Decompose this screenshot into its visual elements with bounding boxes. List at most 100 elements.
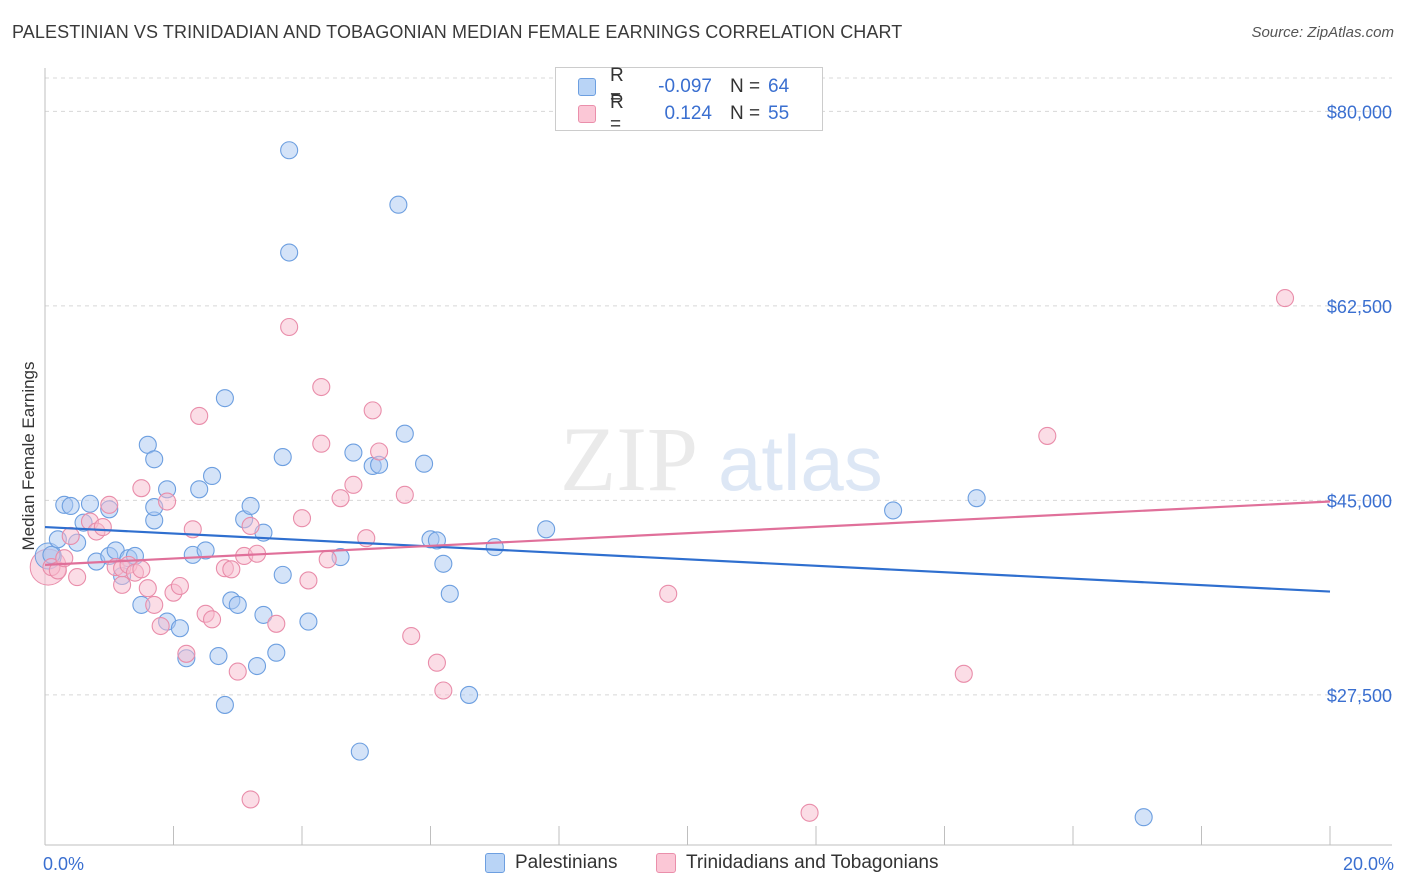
data-point xyxy=(273,448,292,467)
data-point xyxy=(395,485,414,504)
stats-legend: R = -0.097 N = 64 R = 0.124 N = 55 xyxy=(555,65,823,135)
data-points xyxy=(29,141,1295,827)
data-point xyxy=(93,518,112,537)
data-point xyxy=(402,626,421,646)
legend-item-palestinians: Palestinians xyxy=(485,852,617,874)
trend-line xyxy=(44,525,1331,593)
legend-n-label: N = xyxy=(730,103,761,124)
legend-r-label: R = xyxy=(610,65,624,108)
data-point xyxy=(1038,426,1057,445)
data-point xyxy=(203,466,222,486)
legend-n-value: 55 xyxy=(768,103,790,124)
data-point xyxy=(190,406,209,425)
tick-labels: $27,500 $45,000 $62,500 $80,000 0.0% 20.0% xyxy=(43,102,1394,874)
legend-row-trinidadians: R = 0.124 N = 55 xyxy=(578,92,790,135)
data-point xyxy=(196,541,215,560)
data-point xyxy=(331,489,350,508)
data-point xyxy=(241,496,260,516)
data-point xyxy=(344,475,363,494)
data-point xyxy=(967,489,986,508)
data-point xyxy=(100,495,119,514)
data-point xyxy=(537,520,556,539)
trend-line xyxy=(44,500,1331,566)
data-point xyxy=(222,560,241,579)
y-tick-label: $80,000 xyxy=(1327,102,1392,122)
data-point xyxy=(203,610,222,629)
data-point xyxy=(434,554,453,573)
y-tick-label: $27,500 xyxy=(1327,686,1392,706)
legend-r-value: -0.097 xyxy=(658,76,712,97)
data-point xyxy=(267,643,286,662)
data-point xyxy=(145,450,164,469)
y-tick-label: $45,000 xyxy=(1327,491,1392,511)
data-point xyxy=(370,442,389,461)
data-point xyxy=(190,480,209,499)
legend-row-palestinians: R = -0.097 N = 64 xyxy=(578,65,790,108)
axes xyxy=(44,68,1392,846)
data-point xyxy=(1275,289,1295,308)
source-label: Source: ZipAtlas.com xyxy=(1251,24,1394,41)
data-point xyxy=(215,695,234,714)
y-axis-label: Median Female Earnings xyxy=(19,362,38,551)
data-point xyxy=(344,443,363,462)
legend-label-trinidadians: Trinidadians and Tobagonians xyxy=(686,852,939,873)
data-point xyxy=(427,653,446,672)
data-point xyxy=(254,605,273,624)
data-point xyxy=(228,662,247,681)
legend-n-label: N = xyxy=(730,76,761,97)
data-point xyxy=(389,195,408,214)
data-point xyxy=(55,549,74,568)
data-point xyxy=(158,492,177,511)
legend-label-palestinians: Palestinians xyxy=(515,852,618,873)
data-point xyxy=(80,494,100,513)
data-point xyxy=(280,141,299,160)
legend-swatch-pink xyxy=(578,105,596,123)
data-point xyxy=(241,790,260,809)
data-point xyxy=(132,479,151,498)
legend-swatch-blue xyxy=(578,78,596,96)
data-point xyxy=(299,571,318,590)
data-point xyxy=(312,434,331,453)
data-point xyxy=(151,616,170,636)
data-point xyxy=(280,243,299,262)
data-point xyxy=(138,579,157,598)
watermark-zip: ZIP xyxy=(560,408,698,510)
x-tick-label: 0.0% xyxy=(43,854,84,874)
data-point xyxy=(800,803,819,822)
data-point xyxy=(485,538,504,557)
data-point xyxy=(884,501,903,520)
data-point xyxy=(659,584,678,603)
data-point xyxy=(132,560,151,579)
data-point xyxy=(209,646,228,666)
data-point xyxy=(170,576,189,596)
legend-r-value: 0.124 xyxy=(664,103,712,124)
data-point xyxy=(299,612,318,631)
data-point xyxy=(434,681,453,700)
data-point xyxy=(68,568,87,587)
y-tick-label: $62,500 xyxy=(1327,297,1392,317)
data-point xyxy=(292,509,312,528)
data-point xyxy=(215,389,234,408)
data-point xyxy=(113,575,132,594)
data-point xyxy=(280,317,299,337)
chart-title: PALESTINIAN VS TRINIDADIAN AND TOBAGONIA… xyxy=(12,22,903,42)
data-point xyxy=(318,550,337,569)
series-legend: Palestinians Trinidadians and Tobagonian… xyxy=(0,852,1406,876)
legend-n-value: 64 xyxy=(768,76,790,97)
data-point xyxy=(61,526,80,546)
data-point xyxy=(312,377,331,397)
watermark-atlas: atlas xyxy=(718,419,883,507)
data-point xyxy=(363,401,382,420)
data-point xyxy=(145,595,164,614)
data-point xyxy=(267,614,286,633)
data-point xyxy=(415,454,434,473)
x-tick-label: 20.0% xyxy=(1343,854,1394,874)
legend-swatch-pink xyxy=(656,853,676,873)
data-point xyxy=(273,565,292,584)
data-point xyxy=(177,644,196,663)
legend-r-label: R = xyxy=(610,92,624,135)
data-point xyxy=(395,424,414,443)
data-point xyxy=(228,595,247,614)
trend-lines xyxy=(44,500,1331,593)
